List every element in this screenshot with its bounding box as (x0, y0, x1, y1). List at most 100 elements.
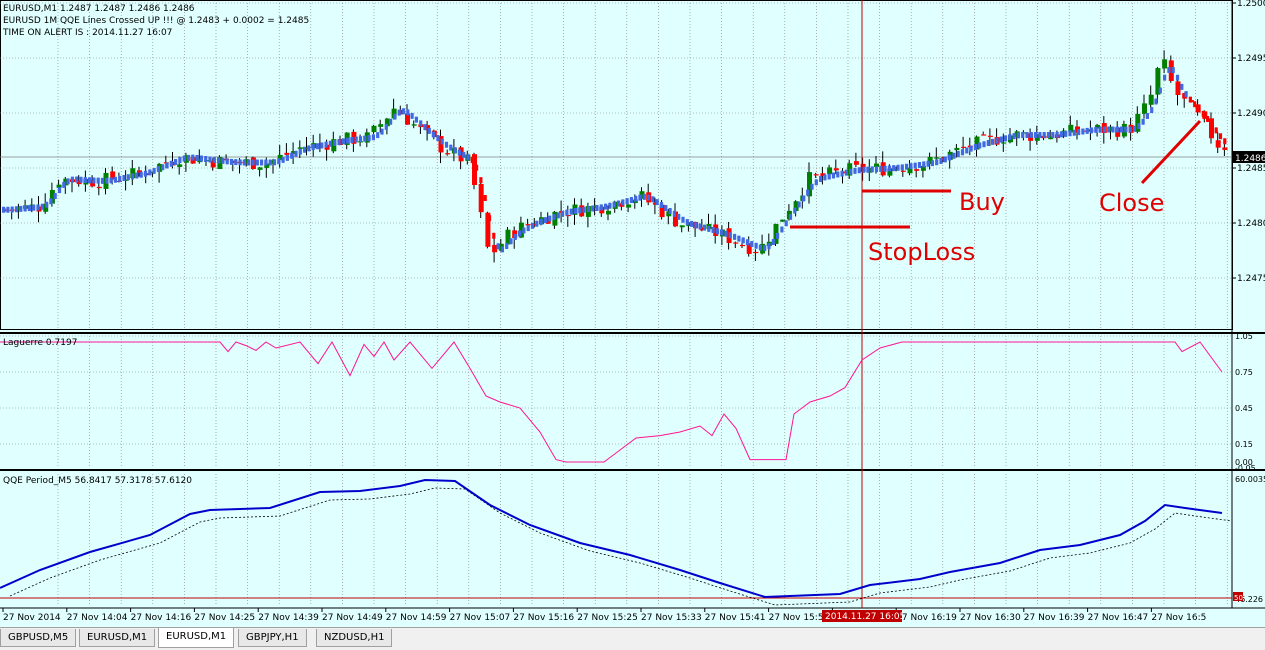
ma-dot (1016, 132, 1020, 139)
candle-bull (1095, 124, 1101, 129)
ma-dot (178, 157, 182, 164)
ma-dot (999, 136, 1003, 143)
ma-dot (1008, 134, 1012, 141)
ma-dot (569, 208, 573, 215)
chart-canvas[interactable]: 1.2500 1.2495 1.2490 1.2485 1.2480 1.2475 1.24… (0, 0, 1265, 627)
ma-dot (1051, 131, 1055, 138)
chart-tab-bar: GBPUSD,M5 EURUSD,M1 EURUSD,M1 GBPJPY,H1 … (0, 627, 1265, 650)
ma-dot (371, 134, 375, 141)
ma-dot (320, 142, 324, 149)
tab-eurusd-m1[interactable]: EURUSD,M1 (79, 629, 156, 647)
ma-dot (767, 243, 771, 250)
ma-dot (647, 194, 651, 201)
ma-dot (169, 160, 173, 167)
candle-bear (579, 205, 585, 217)
candle-bull (364, 132, 370, 143)
ma-dot (741, 237, 745, 244)
chart-area[interactable]: 1.2500 1.2495 1.2490 1.2485 1.2480 1.2475 1.24… (0, 0, 1265, 627)
ma-dot (930, 160, 934, 167)
ma-dot (298, 148, 302, 155)
current-price-label: 1.2486 (1235, 154, 1265, 164)
ma-dot (410, 112, 414, 119)
ma-dot (625, 198, 629, 205)
ma-dot (896, 164, 900, 171)
ma-dot (32, 204, 36, 211)
ma-dot (290, 152, 294, 159)
candle-bull (1148, 94, 1154, 105)
time-label: 27 Nov 15:33 (641, 613, 702, 623)
tab-nzdusd-h1[interactable]: NZDUSD,H1 (316, 629, 393, 647)
ma-dot (208, 156, 212, 163)
ma-dot (788, 213, 793, 220)
ma-dot (191, 154, 195, 161)
ma-dot (1038, 132, 1042, 138)
ma-dot (573, 207, 578, 214)
ma-dot (281, 156, 285, 163)
candle-bull (56, 184, 62, 188)
current-price-box (1232, 151, 1265, 163)
ma-dot (664, 205, 668, 212)
ma-dot (1154, 98, 1158, 105)
candle-bear (820, 173, 826, 176)
ma-dot (234, 159, 238, 166)
ma-dot (367, 135, 371, 142)
tab-gbpjpy-h1[interactable]: GBPJPY,H1 (238, 629, 307, 647)
ma-dot (131, 173, 135, 180)
ma-dot (337, 139, 341, 146)
candle-bull (244, 159, 250, 163)
candle-bear (961, 146, 967, 149)
candle-bear (110, 171, 116, 180)
candle-bear (1222, 147, 1228, 150)
ma-dot (1184, 91, 1188, 98)
ma-dot (363, 135, 367, 142)
ma-dot (595, 204, 599, 211)
time-label: 27 Nov 15:16 (513, 613, 574, 623)
ma-dot (40, 203, 44, 210)
ma-dot (118, 175, 122, 182)
time-label: 27 Nov 14:39 (258, 613, 319, 623)
ma-dot (161, 164, 165, 171)
time-label: 27 Nov 14:16 (131, 613, 192, 623)
ma-dot (866, 166, 870, 173)
candle-bull (867, 168, 873, 173)
candle-bull (907, 167, 913, 174)
candle-bull (277, 154, 283, 161)
ma-dot (294, 150, 298, 157)
ma-dot (57, 187, 62, 194)
ma-dot (518, 230, 522, 237)
ma-dot (763, 245, 767, 252)
candle-bear (472, 154, 477, 186)
ma-dot (754, 242, 758, 249)
ma-dot (380, 128, 384, 135)
ma-dot (711, 227, 715, 234)
ma-dot (737, 235, 741, 242)
ma-dot (113, 176, 117, 183)
ma-dot (505, 242, 509, 249)
candle-bull (606, 210, 611, 215)
ma-dot (935, 159, 939, 166)
ma-dot (548, 215, 552, 222)
ma-dot (724, 230, 728, 237)
ma-dot (432, 131, 436, 138)
ma-dot (1210, 121, 1214, 128)
laguerre-line (0, 341, 1223, 463)
ma-dot (698, 223, 702, 230)
ma-dot (414, 116, 418, 123)
candle-bear (485, 212, 491, 247)
ma-dot (1046, 132, 1051, 138)
candle-bull (1162, 59, 1168, 69)
ma-dot (604, 203, 608, 210)
ma-dot (1094, 126, 1098, 133)
ma-dot (552, 213, 556, 220)
ma-dot (45, 201, 49, 208)
ma-dot (1081, 128, 1085, 135)
ma-dot (750, 240, 754, 247)
ma-dot (874, 166, 879, 173)
candle-bull (1001, 142, 1007, 144)
tab-gbpusd-m5[interactable]: GBPUSD,M5 (0, 629, 77, 647)
ma-dot (995, 137, 999, 144)
candle-bear (813, 174, 819, 176)
price-tick-label: 1.2485 (1237, 164, 1265, 174)
ma-dot (526, 225, 530, 232)
tab-eurusd-m1-active[interactable]: EURUSD,M1 (158, 628, 235, 648)
